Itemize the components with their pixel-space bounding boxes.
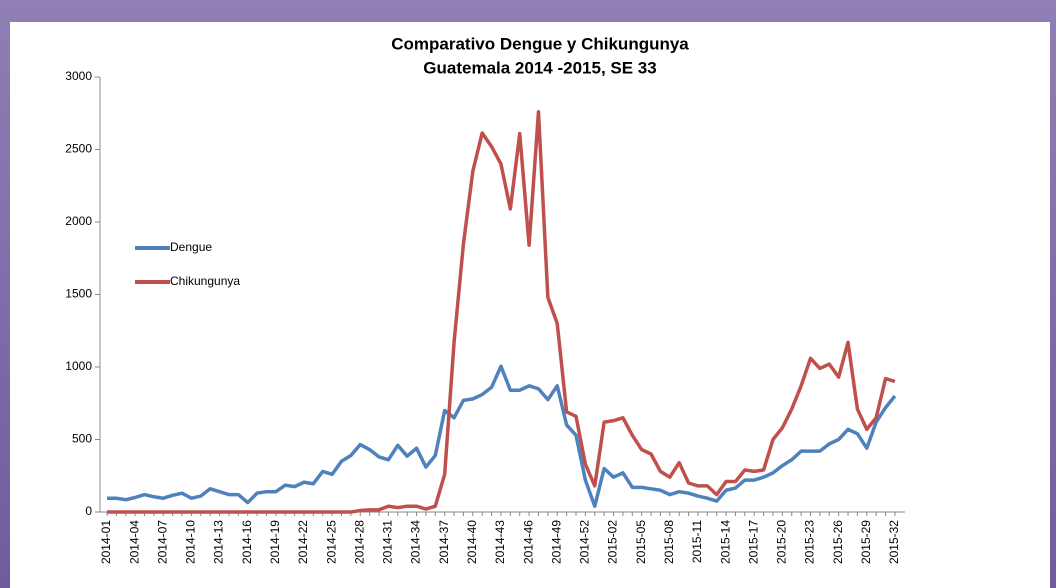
y-tick-label: 500 [72,432,92,446]
x-tick-label: 2015-29 [859,520,873,564]
x-tick-label: 2015-20 [775,520,789,564]
x-tick-label: 2014-19 [268,520,282,564]
x-tick-label: 2015-23 [803,520,817,564]
y-tick-label: 1000 [65,359,92,373]
y-tick-label: 1500 [65,287,92,301]
x-tick-label: 2014-25 [324,520,338,564]
chart-title: Comparativo Dengue y Chikungunya [391,34,689,53]
y-tick-label: 2500 [65,142,92,156]
x-tick-label: 2015-14 [718,520,732,564]
x-tick-label: 2014-52 [578,520,592,564]
x-tick-label: 2014-01 [99,520,113,564]
y-tick-label: 2000 [65,214,92,228]
x-tick-label: 2014-46 [521,520,535,564]
x-tick-label: 2014-07 [155,520,169,564]
x-tick-label: 2015-26 [831,520,845,564]
x-tick-label: 2014-22 [296,520,310,564]
y-tick-label: 3000 [65,69,92,83]
x-tick-label: 2014-37 [437,520,451,564]
x-tick-label: 2014-49 [549,520,563,564]
x-tick-label: 2015-02 [606,520,620,564]
y-tick-label: 0 [85,504,92,518]
data-line [107,110,896,514]
x-tick-label: 2014-28 [352,520,366,564]
x-tick-label: 2015-11 [690,520,704,563]
chart-subtitle: Guatemala 2014 -2015, SE 33 [423,58,656,77]
x-tick-label: 2015-08 [662,520,676,564]
x-tick-label: 2014-04 [127,520,141,564]
x-tick-label: 2015-17 [746,520,760,564]
legend-label: Dengue [170,240,212,254]
x-tick-label: 2014-34 [409,520,423,564]
x-tick-label: 2014-43 [493,520,507,564]
data-line [107,364,897,508]
x-tick-label: 2014-13 [212,520,226,564]
x-tick-label: 2015-05 [634,520,648,564]
x-tick-label: 2014-16 [240,520,254,564]
x-tick-label: 2014-10 [184,520,198,564]
legend-label: Chikungunya [170,274,240,288]
x-tick-label: 2015-32 [887,520,901,564]
x-tick-label: 2014-40 [465,520,479,564]
x-tick-label: 2014-31 [381,520,395,564]
